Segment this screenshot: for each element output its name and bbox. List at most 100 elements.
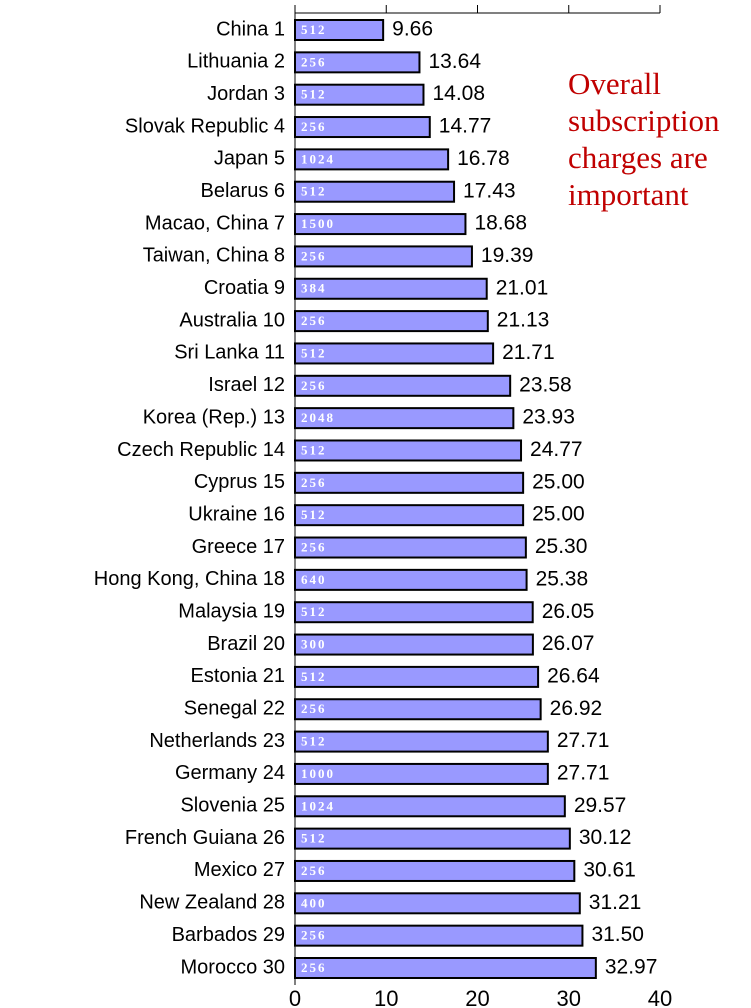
y-tick-label: Hong Kong, China 18 [94,568,285,590]
y-tick-label: Sri Lanka 11 [174,342,285,364]
bar [294,795,566,818]
value-label: 21.01 [496,276,549,299]
y-tick-label: Taiwan, China 8 [143,245,285,267]
x-tick-label: 10 [374,986,398,1008]
value-label: 30.12 [579,826,632,849]
y-tick-label: Jordan 3 [207,83,285,105]
bar [294,116,431,139]
x-tick-label: 0 [289,986,301,1008]
value-label: 31.50 [591,923,644,946]
value-label: 23.58 [519,373,572,396]
bar-label: 384 [301,281,327,296]
bar [294,180,456,203]
bar [294,374,512,397]
y-tick-label: Estonia 21 [190,665,285,687]
bar [294,924,584,947]
value-label: 9.66 [392,18,433,41]
value-label: 23.93 [522,406,575,429]
y-tick-label: Lithuania 2 [187,51,285,73]
x-tick-label: 40 [648,986,672,1008]
y-tick-label: Japan 5 [214,148,285,170]
y-tick-label: Netherlands 23 [149,730,285,752]
bar-label: 256 [301,701,327,716]
bar [294,568,528,591]
y-tick-label: Czech Republic 14 [117,439,285,461]
value-label: 14.08 [432,82,485,105]
bar-label: 256 [301,54,327,69]
bar-label: 512 [301,345,327,360]
value-label: 25.30 [535,535,588,558]
annotation: Overall [568,66,661,101]
bar [294,601,534,624]
y-tick-label: Senegal 22 [184,698,285,720]
bar [294,83,425,106]
bar [294,665,540,688]
value-label: 24.77 [530,438,583,461]
annotation: important [568,177,689,212]
bar [294,245,473,268]
y-tick-label: Australia 10 [179,309,285,331]
y-tick-label: Macao, China 7 [145,212,285,234]
value-label: 19.39 [481,244,534,267]
bar [294,439,523,462]
bar-label: 256 [301,863,327,878]
value-label: 27.71 [557,729,610,752]
bar-label: 512 [301,669,327,684]
y-tick-label: Mexico 27 [194,859,285,881]
value-label: 26.64 [547,664,600,687]
bar-label: 400 [301,895,327,910]
bar [294,633,534,656]
bar [294,51,421,74]
bar-label: 256 [301,248,327,263]
y-tick-label: Israel 12 [208,374,285,396]
bar-label: 512 [301,87,327,102]
value-label: 13.64 [428,50,481,73]
x-tick-label: 30 [557,986,581,1008]
bar [294,762,549,785]
bar [294,213,467,236]
bar-label: 512 [301,734,327,749]
bar-label: 512 [301,604,327,619]
value-label: 25.38 [536,567,589,590]
bar-label: 1500 [301,216,335,231]
y-tick-label: Germany 24 [175,762,285,784]
bar-label: 512 [301,184,327,199]
bar-label: 512 [301,507,327,522]
value-label: 25.00 [532,470,585,493]
bar [294,892,581,915]
annotation: charges are [568,140,708,175]
bar-label: 256 [301,960,327,975]
bar-label: 1024 [301,798,335,813]
value-label: 32.97 [605,956,658,979]
bar [294,957,597,979]
bar-label: 512 [301,831,327,846]
bar-label: 256 [301,378,327,393]
bar-label: 1024 [301,151,335,166]
y-tick-label: Brazil 20 [207,633,285,655]
bar [294,536,527,559]
y-tick-label: Barbados 29 [172,924,285,946]
bar [294,19,385,41]
value-label: 26.92 [550,697,603,720]
y-tick-label: French Guiana 26 [125,827,285,849]
bar [294,471,525,494]
value-label: 27.71 [557,761,610,784]
bar-label: 256 [301,313,327,328]
value-label: 30.61 [583,859,636,882]
bar [294,504,525,527]
y-tick-label: Cyprus 15 [194,471,285,493]
bar-label: 1000 [301,766,335,781]
bar [294,859,576,882]
value-label: 26.07 [542,632,595,655]
value-label: 17.43 [463,179,516,202]
value-label: 14.77 [439,115,492,138]
y-tick-label: Korea (Rep.) 13 [143,406,285,428]
y-tick-label: Slovenia 25 [180,795,285,817]
y-tick-label: Slovak Republic 4 [125,115,285,137]
value-label: 25.00 [532,503,585,526]
bar-label: 256 [301,119,327,134]
bar [294,730,549,753]
value-label: 31.21 [589,891,642,914]
value-label: 29.57 [574,794,627,817]
